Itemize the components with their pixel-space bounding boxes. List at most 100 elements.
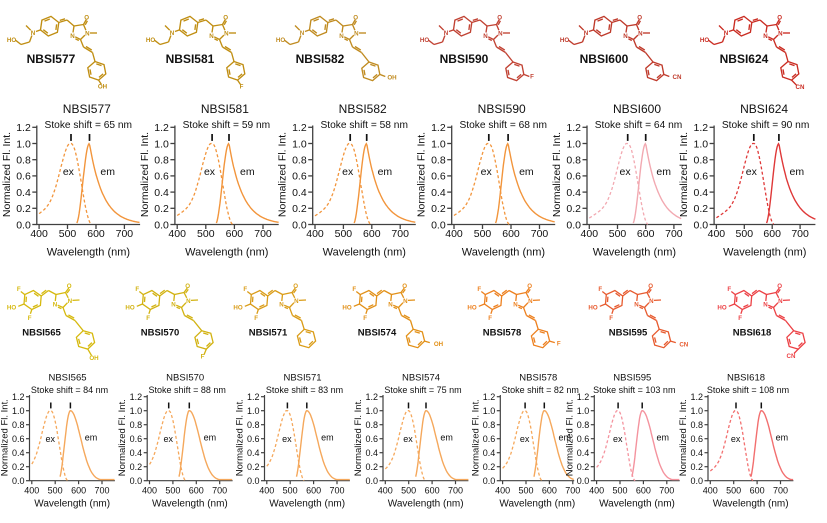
- svg-text:1.2: 1.2: [154, 122, 169, 134]
- svg-text:0.4: 0.4: [693, 187, 708, 199]
- svg-text:0.8: 0.8: [483, 420, 496, 430]
- svg-text:600: 600: [87, 228, 105, 240]
- svg-text:NBSI618: NBSI618: [733, 328, 772, 339]
- svg-text:ex: ex: [46, 434, 56, 444]
- svg-text:500: 500: [474, 228, 492, 240]
- svg-text:N: N: [513, 302, 518, 309]
- svg-text:0.0: 0.0: [130, 476, 143, 486]
- svg-text:HO: HO: [588, 304, 597, 311]
- svg-text:N: N: [778, 298, 783, 305]
- svg-text:NBSI590: NBSI590: [478, 102, 526, 116]
- svg-text:N: N: [279, 302, 284, 309]
- svg-text:Stoke shift = 75 nm: Stoke shift = 75 nm: [384, 385, 461, 395]
- svg-text:N: N: [354, 30, 359, 37]
- svg-text:0.8: 0.8: [693, 155, 708, 167]
- svg-text:NBSI577: NBSI577: [27, 52, 76, 66]
- svg-text:N: N: [444, 30, 449, 37]
- svg-text:0.0: 0.0: [365, 476, 378, 486]
- svg-text:Normalized Fl. Int.: Normalized Fl. Int.: [277, 132, 289, 217]
- svg-text:ex: ex: [342, 166, 354, 178]
- svg-text:0.0: 0.0: [292, 219, 307, 231]
- svg-text:F: F: [488, 315, 492, 322]
- svg-text:Stoke shift = 84 nm: Stoke shift = 84 nm: [31, 385, 108, 395]
- svg-text:700: 700: [94, 486, 109, 496]
- svg-text:Wavelength (nm): Wavelength (nm): [462, 247, 545, 259]
- svg-text:0.6: 0.6: [365, 434, 378, 444]
- svg-text:500: 500: [335, 228, 353, 240]
- svg-text:0.4: 0.4: [130, 448, 143, 458]
- svg-text:NBSI565: NBSI565: [48, 373, 86, 384]
- svg-text:O: O: [777, 14, 782, 21]
- svg-text:700: 700: [665, 228, 683, 240]
- svg-text:Wavelength (nm): Wavelength (nm): [185, 247, 268, 259]
- svg-text:0.8: 0.8: [292, 155, 307, 167]
- svg-text:0.4: 0.4: [690, 448, 703, 458]
- svg-text:F: F: [738, 315, 742, 322]
- svg-text:0.2: 0.2: [693, 203, 708, 215]
- svg-text:ex: ex: [620, 166, 632, 178]
- svg-text:0.8: 0.8: [690, 420, 703, 430]
- svg-text:400: 400: [306, 228, 324, 240]
- svg-text:F: F: [477, 286, 481, 293]
- svg-text:CN: CN: [673, 74, 682, 81]
- svg-text:NBSI578: NBSI578: [483, 328, 522, 339]
- svg-text:O: O: [84, 14, 89, 21]
- svg-text:Wavelength (nm): Wavelength (nm): [323, 247, 406, 259]
- svg-text:0.8: 0.8: [16, 155, 31, 167]
- svg-text:ex: ex: [746, 166, 758, 178]
- svg-text:N: N: [528, 298, 533, 305]
- svg-text:600: 600: [637, 228, 655, 240]
- svg-text:Wavelength (nm): Wavelength (nm): [593, 247, 676, 259]
- svg-text:N: N: [70, 33, 75, 40]
- svg-text:0.2: 0.2: [16, 203, 31, 215]
- svg-text:NBSI582: NBSI582: [339, 102, 387, 116]
- svg-text:F: F: [201, 353, 205, 360]
- svg-text:700: 700: [448, 486, 463, 496]
- svg-text:Stoke shift = 90 nm: Stoke shift = 90 nm: [722, 120, 810, 131]
- svg-text:600: 600: [363, 228, 381, 240]
- svg-text:700: 700: [791, 228, 809, 240]
- svg-text:HO: HO: [467, 304, 476, 311]
- svg-text:Normalized Fl. Int.: Normalized Fl. Int.: [139, 132, 151, 217]
- svg-text:0.6: 0.6: [16, 171, 31, 183]
- svg-text:ex: ex: [163, 434, 173, 444]
- svg-text:em: em: [519, 166, 534, 178]
- svg-text:0.4: 0.4: [292, 187, 307, 199]
- svg-text:500: 500: [609, 228, 627, 240]
- svg-text:O: O: [648, 283, 653, 290]
- svg-text:0.8: 0.8: [365, 420, 378, 430]
- svg-text:700: 700: [212, 486, 227, 496]
- svg-text:400: 400: [142, 486, 157, 496]
- svg-text:Stoke shift = 88 nm: Stoke shift = 88 nm: [149, 385, 226, 395]
- svg-text:700: 700: [531, 228, 549, 240]
- svg-text:700: 700: [659, 486, 674, 496]
- svg-text:600: 600: [226, 228, 244, 240]
- svg-text:Normalized Fl. Int.: Normalized Fl. Int.: [678, 132, 690, 217]
- svg-text:1.0: 1.0: [693, 138, 708, 150]
- svg-text:Stoke shift = 59 nm: Stoke shift = 59 nm: [183, 120, 271, 131]
- svg-text:500: 500: [165, 486, 180, 496]
- svg-text:F: F: [727, 286, 731, 293]
- svg-text:1.0: 1.0: [566, 138, 581, 150]
- svg-text:0.0: 0.0: [577, 476, 590, 486]
- svg-text:0.0: 0.0: [431, 219, 446, 231]
- svg-text:400: 400: [24, 486, 39, 496]
- svg-text:600: 600: [71, 486, 86, 496]
- svg-text:N: N: [186, 298, 191, 305]
- svg-text:N: N: [53, 302, 58, 309]
- svg-text:em: em: [100, 166, 115, 178]
- svg-text:OH: OH: [434, 341, 444, 348]
- svg-text:1.0: 1.0: [12, 406, 25, 416]
- svg-text:NBSI581: NBSI581: [201, 102, 249, 116]
- svg-text:400: 400: [378, 486, 393, 496]
- svg-text:0.4: 0.4: [247, 448, 260, 458]
- svg-text:HO: HO: [560, 37, 569, 44]
- svg-text:500: 500: [612, 486, 627, 496]
- svg-text:Normalized Fl. Int.: Normalized Fl. Int.: [551, 132, 563, 217]
- svg-text:em: em: [790, 166, 805, 178]
- svg-text:F: F: [28, 315, 32, 322]
- svg-text:0.6: 0.6: [130, 434, 143, 444]
- svg-text:500: 500: [59, 228, 77, 240]
- svg-text:Normalized Fl. Int.: Normalized Fl. Int.: [470, 399, 481, 476]
- svg-text:F: F: [598, 286, 602, 293]
